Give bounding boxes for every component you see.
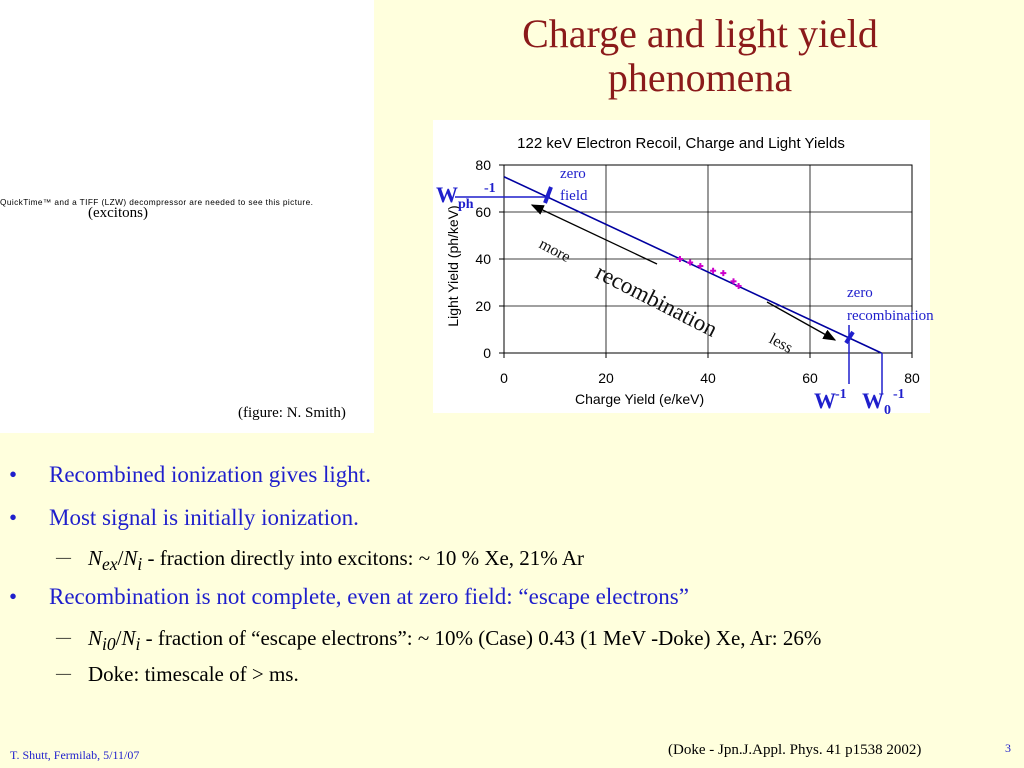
y-tick-label: 60 (475, 204, 491, 220)
w-main: W (814, 388, 836, 413)
less-label: less (766, 331, 795, 357)
x-tick-label: 20 (598, 370, 614, 386)
w-ph-subscript: ph (458, 197, 474, 212)
bullet-text: Recombination is not complete, even at z… (49, 584, 689, 609)
yield-chart: 122 keV Electron Recoil, Charge and Ligh… (445, 135, 920, 407)
slide-title: Charge and light yield phenomena (440, 12, 960, 100)
y-tick-label: 0 (483, 345, 491, 361)
n-i-var: N (123, 546, 138, 570)
x-axis-label: Charge Yield (e/keV) (575, 391, 704, 407)
data-point (710, 267, 717, 274)
footer-author: T. Shutt, Fermilab, 5/11/07 (10, 748, 140, 762)
y-tick-label: 80 (475, 157, 491, 173)
data-point (730, 278, 737, 285)
sub-bullet-text: Doke: timescale of > ms. (88, 662, 299, 686)
recombination-label: recombination (592, 259, 722, 342)
bullet-symbol: • (9, 584, 18, 609)
fraction-slash: / (115, 626, 122, 650)
zero-recombination-label-line2: recombination (847, 308, 934, 324)
n-i0-var: N (88, 626, 103, 650)
footer-citation: (Doke - Jpn.J.Appl. Phys. 41 p1538 2002) (668, 742, 922, 758)
less-recombination-arrow (766, 301, 837, 341)
n-i-subscript: i (135, 634, 141, 655)
bullet-text: Most signal is initially ionization. (49, 505, 359, 530)
data-point (720, 270, 727, 277)
zero-recombination-label-line1: zero (847, 285, 873, 301)
w-superscript: -1 (835, 387, 847, 402)
embedded-figure-placeholder: QuickTime™ and a TIFF (LZW) decompressor… (0, 0, 374, 433)
chart-axes (499, 164, 913, 358)
data-point (687, 259, 694, 266)
y-tick-label: 20 (475, 298, 491, 314)
x-tick-label: 80 (904, 370, 920, 386)
yield-line (503, 176, 882, 354)
zero-field-label-line2: field (560, 188, 588, 204)
dash-symbol: — (56, 630, 71, 646)
y-tick-label: 40 (475, 251, 491, 267)
chart-title: 122 keV Electron Recoil, Charge and Ligh… (517, 135, 845, 152)
n-ex-var: N (88, 546, 103, 570)
quicktime-notice: QuickTime™ and a TIFF (LZW) decompressor… (0, 197, 314, 207)
y-axis-label: Light Yield (ph/keV) (445, 205, 461, 326)
figure-credit: (figure: N. Smith) (238, 405, 346, 421)
chart-container: 122 keV Electron Recoil, Charge and Ligh… (433, 120, 930, 413)
data-point (676, 256, 683, 262)
sub-bullet-text: Ni0/Ni - fraction of “escape electrons”:… (88, 626, 821, 655)
n-i0-subscript: i0 (102, 634, 116, 655)
bullet-symbol: • (9, 505, 18, 530)
zero-field-label-line1: zero (560, 166, 586, 182)
title-line-1: Charge and light yield (522, 11, 878, 56)
n-ex-subscript: ex (102, 554, 118, 575)
data-point (735, 283, 742, 290)
w0-main: W (862, 388, 884, 413)
dash-symbol: — (56, 666, 71, 682)
zero-recombination-marker (844, 330, 855, 345)
w-ph-main: W (436, 182, 458, 207)
page-number: 3 (1005, 741, 1011, 755)
x-tick-label: 60 (802, 370, 818, 386)
x-tick-label: 40 (700, 370, 716, 386)
excitons-label: (excitons) (88, 205, 148, 221)
w0-subscript: 0 (884, 403, 891, 418)
excitons-fraction-text: - fraction directly into excitons: ~ 10 … (142, 546, 585, 570)
n-i-subscript: i (137, 554, 143, 575)
x-tick-label: 0 (500, 370, 508, 386)
escape-fraction-text: - fraction of “escape electrons”: ~ 10% … (140, 626, 822, 650)
title-line-2: phenomena (607, 55, 793, 100)
w-inverse-label: W -1 (814, 387, 847, 413)
w-ph-superscript: -1 (484, 181, 496, 196)
dash-symbol: — (56, 550, 71, 566)
annotation-overlay: zero field zero recombination more less … (436, 166, 934, 418)
fraction-slash: / (117, 546, 124, 570)
w-ph-inverse-label: W ph -1 (436, 181, 496, 212)
sub-bullet-text: Nex/Ni - fraction directly into excitons… (88, 546, 584, 575)
w0-inverse-label: W 0 -1 (862, 387, 905, 418)
zero-field-marker (543, 186, 553, 204)
data-point (697, 263, 704, 270)
data-points (676, 256, 742, 290)
bullet-symbol: • (9, 462, 18, 487)
more-label: more (536, 236, 573, 266)
fit-line (503, 176, 882, 354)
n-i-var: N (121, 626, 136, 650)
w0-superscript: -1 (893, 387, 905, 402)
bullet-text: Recombined ionization gives light. (49, 462, 371, 487)
chart-tick-labels: 0 20 40 60 80 0 20 40 60 80 (475, 157, 920, 386)
more-recombination-arrow (530, 204, 658, 265)
